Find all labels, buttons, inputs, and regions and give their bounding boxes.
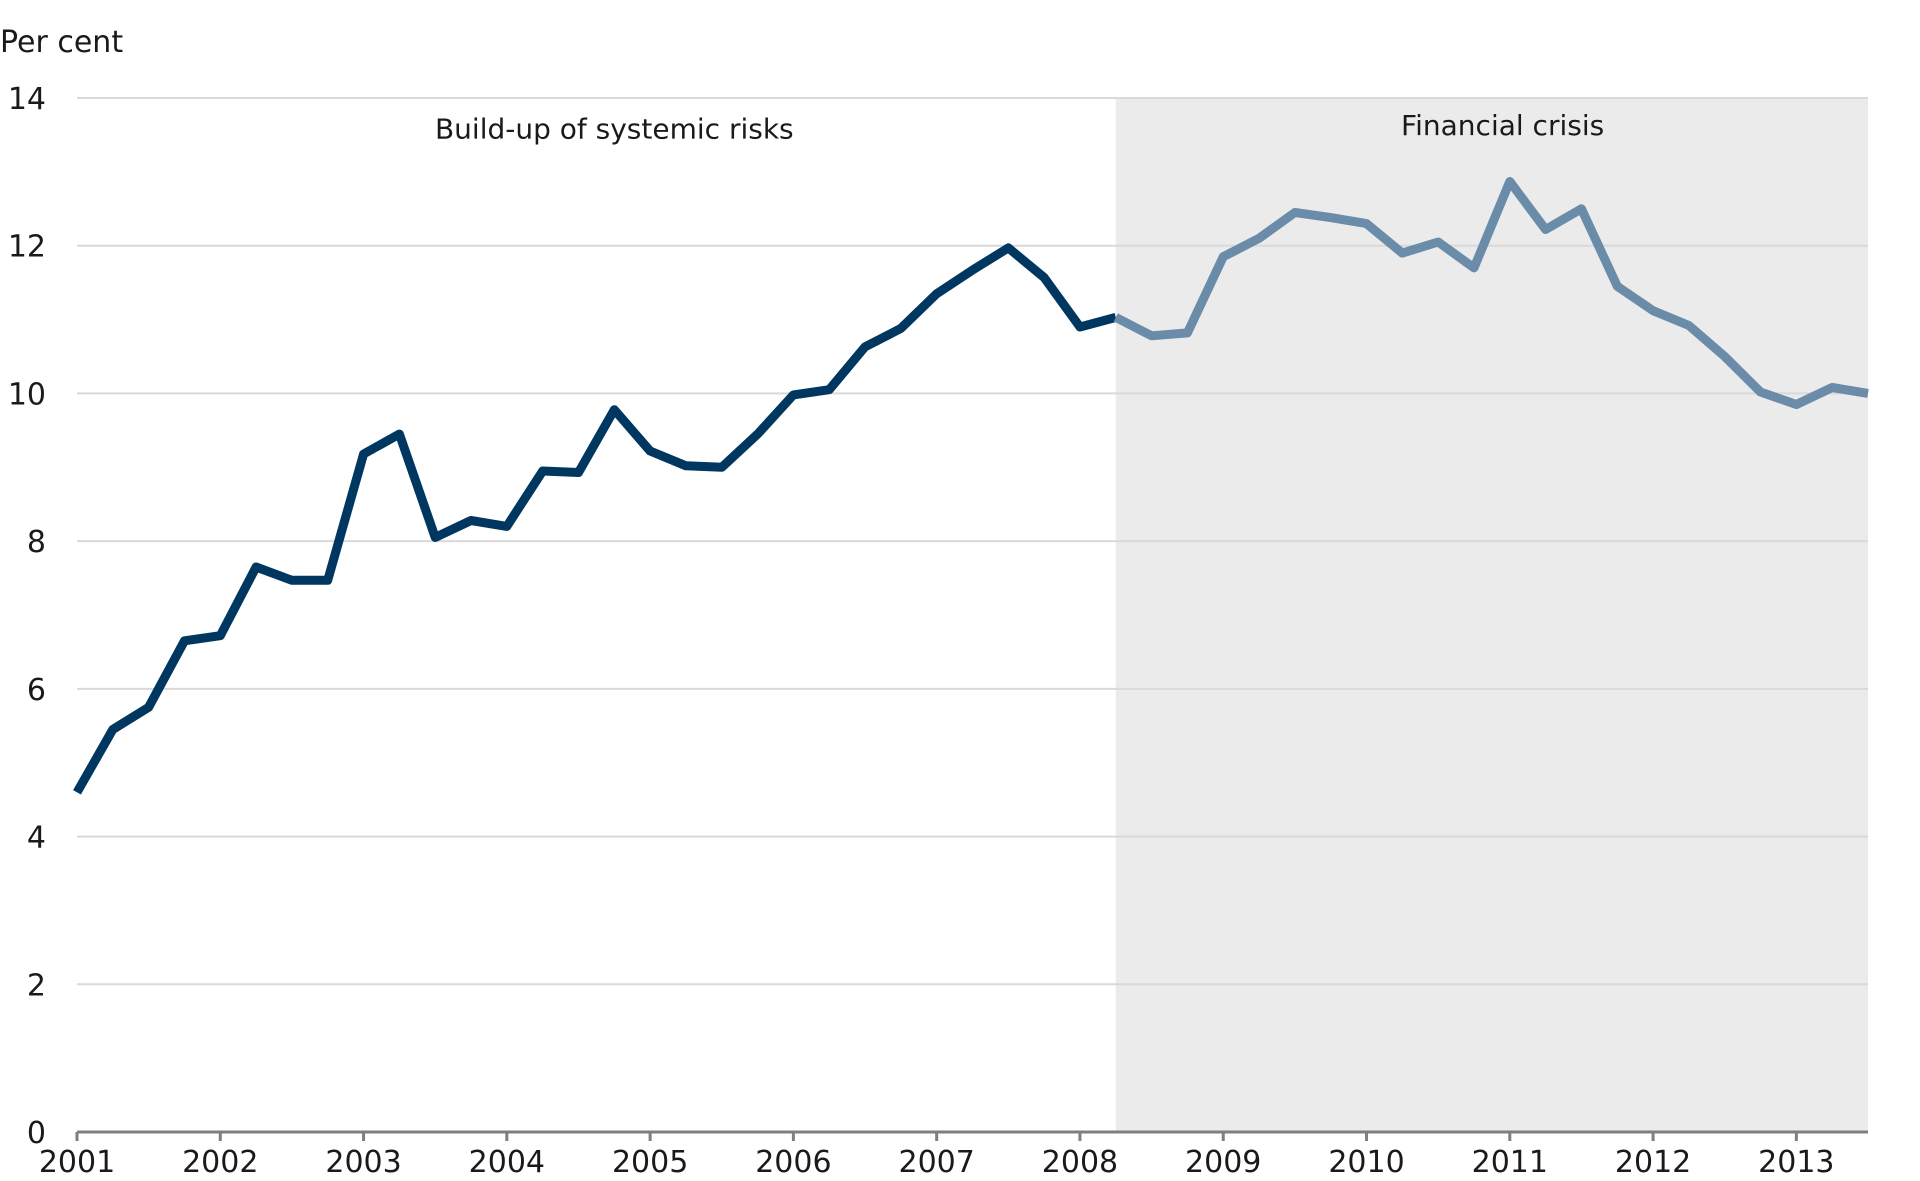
- gridline-layer: [77, 97, 1868, 986]
- annotation-1: Financial crisis: [1401, 109, 1604, 142]
- y-tick-label-0: 0: [27, 1116, 46, 1151]
- x-tick-label-2008: 2008: [1042, 1145, 1118, 1180]
- x-tick-label-2006: 2006: [755, 1145, 831, 1180]
- x-tick-label-2002: 2002: [182, 1145, 258, 1180]
- x-tick-label-2009: 2009: [1185, 1145, 1261, 1180]
- series-line-1: [1113, 177, 1869, 409]
- annotation-layer: Build-up of systemic risks Financial cris…: [435, 109, 1604, 146]
- y-tick-label-4: 4: [27, 821, 46, 856]
- y-tick-label-14: 14: [8, 82, 46, 117]
- series-layer: [73, 177, 1869, 795]
- x-tick-label-2013: 2013: [1758, 1145, 1834, 1180]
- y-tick-label-12: 12: [8, 230, 46, 265]
- x-tick-label-2012: 2012: [1615, 1145, 1691, 1180]
- y-axis-label: Per cent: [0, 25, 123, 60]
- series-line-0: [73, 243, 1117, 795]
- y-tick-label-8: 8: [27, 525, 46, 560]
- annotation-0: Build-up of systemic risks: [435, 113, 794, 146]
- x-tick-label-2005: 2005: [612, 1145, 688, 1180]
- x-tick-label-2011: 2011: [1472, 1145, 1548, 1180]
- y-tick-labels: 0 2 4 6 8 10 12 14: [8, 82, 46, 1151]
- x-tick-labels: 2001 2002 2003 2004 2005 2006 2007 2008 2009 2010…: [39, 1145, 1835, 1180]
- x-tick-label-2007: 2007: [899, 1145, 975, 1180]
- x-tick-label-2003: 2003: [325, 1145, 401, 1180]
- shaded-region-layer: [1115, 98, 1868, 1132]
- x-tick-label-2001: 2001: [39, 1145, 115, 1180]
- y-tick-label-2: 2: [27, 968, 46, 1003]
- x-tick-label-2004: 2004: [469, 1145, 545, 1180]
- x-axis: [75, 1130, 1868, 1141]
- shaded-region-0: [1115, 98, 1868, 1132]
- y-tick-label-6: 6: [27, 673, 46, 708]
- x-tick-label-2010: 2010: [1328, 1145, 1404, 1180]
- y-tick-label-10: 10: [8, 377, 46, 412]
